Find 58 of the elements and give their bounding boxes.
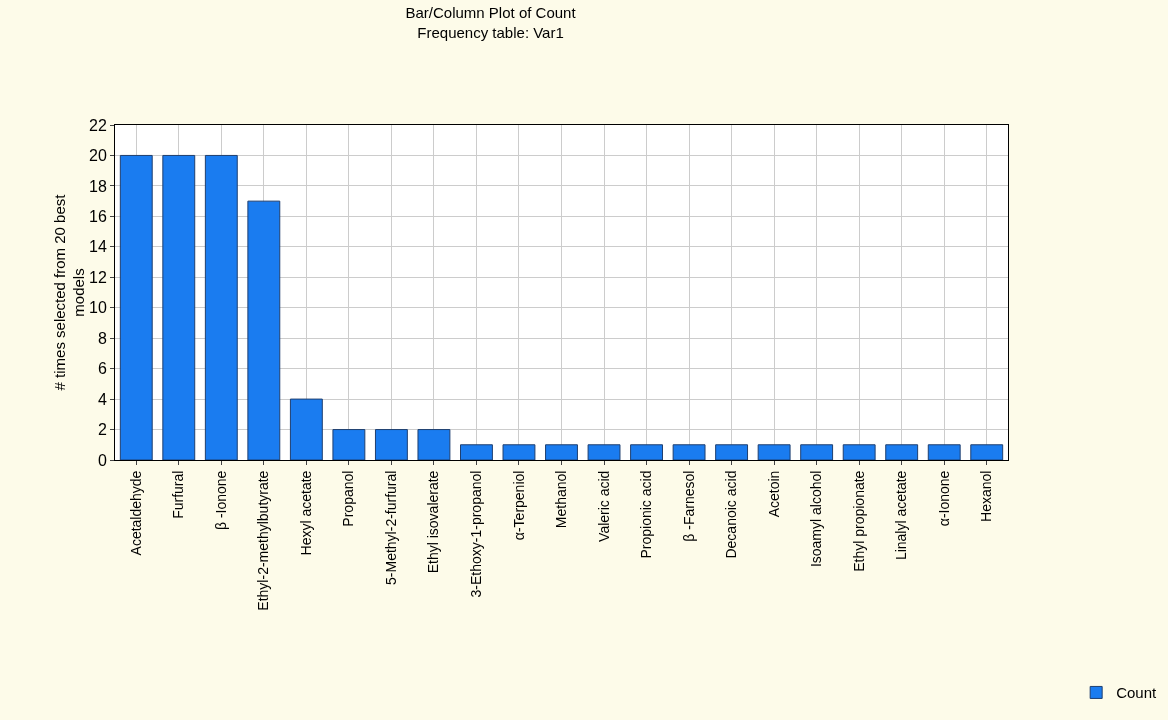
chart-title: Bar/Column Plot of Count bbox=[405, 4, 577, 21]
x-tick-label: Isoamyl alcohol bbox=[808, 470, 825, 568]
bar bbox=[460, 444, 493, 460]
bar bbox=[715, 444, 749, 460]
x-tick-label: α-Ionone bbox=[935, 470, 952, 527]
x-tick-label: Hexyl acetate bbox=[297, 470, 314, 556]
x-tick-label: 3-Ethoxy-1-propanol bbox=[468, 470, 484, 598]
bar bbox=[800, 444, 834, 460]
x-tick-label: α-Terpeniol bbox=[510, 470, 527, 541]
y-tick-label: 22 bbox=[89, 116, 107, 134]
y-tick-label: 8 bbox=[97, 329, 107, 347]
y-tick-label: 12 bbox=[89, 268, 107, 286]
bar bbox=[927, 444, 961, 460]
x-tick-label: Furfural bbox=[170, 470, 187, 519]
bar bbox=[545, 444, 578, 460]
x-tick-label: β -Farnesol bbox=[680, 470, 697, 542]
x-tick-label: β -Ionone bbox=[212, 470, 229, 531]
bar bbox=[757, 444, 791, 460]
bar bbox=[162, 154, 196, 460]
x-tick-label: Valeric acid bbox=[595, 470, 612, 542]
legend-label: Count bbox=[1116, 684, 1158, 702]
y-tick-label: 18 bbox=[89, 177, 107, 195]
x-tick-label: Propanol bbox=[340, 470, 357, 527]
bar bbox=[247, 200, 281, 460]
x-tick-label: Acetaldehyde bbox=[127, 470, 144, 556]
bar bbox=[289, 398, 323, 460]
x-tick-label: 5-Methyl-2-furfural bbox=[382, 470, 399, 585]
bar bbox=[885, 444, 919, 460]
bar bbox=[502, 444, 536, 460]
x-tick-label: Methanol bbox=[553, 470, 570, 529]
bar bbox=[332, 429, 366, 460]
y-tick-label: 10 bbox=[89, 299, 107, 317]
bar bbox=[587, 444, 621, 460]
bar bbox=[417, 429, 451, 460]
y-tick-label: 6 bbox=[97, 360, 107, 378]
bar bbox=[630, 444, 663, 460]
y-tick-label: 2 bbox=[97, 421, 107, 439]
x-tick-label: Ethyl-2-methylbutyrate bbox=[255, 470, 272, 611]
bar bbox=[970, 444, 1004, 460]
y-tick-label: 4 bbox=[97, 390, 107, 408]
bar bbox=[374, 429, 408, 460]
x-tick-label: Linalyl acetate bbox=[893, 470, 910, 561]
y-tick-label: 16 bbox=[89, 207, 107, 225]
x-tick-label: Acetoin bbox=[765, 470, 782, 518]
bar bbox=[204, 154, 238, 460]
x-tick-label: Decanoic acid bbox=[723, 470, 740, 559]
x-tick-label: Ethyl propionate bbox=[850, 470, 867, 572]
x-tick-label: Ethyl isovalerate bbox=[425, 470, 442, 574]
y-tick-label: 14 bbox=[89, 238, 107, 256]
x-tick-label: Hexanol bbox=[978, 470, 995, 522]
y-axis-title: # times selected from 20 best models bbox=[50, 193, 87, 391]
y-tick-label: 20 bbox=[89, 147, 107, 165]
bar bbox=[842, 444, 876, 460]
y-tick-label: 0 bbox=[97, 451, 107, 469]
chart-subtitle: Frequency table: Var1 bbox=[417, 23, 564, 41]
bar bbox=[119, 154, 153, 460]
bar bbox=[672, 444, 706, 460]
x-tick-label: Propionic acid bbox=[638, 470, 655, 559]
